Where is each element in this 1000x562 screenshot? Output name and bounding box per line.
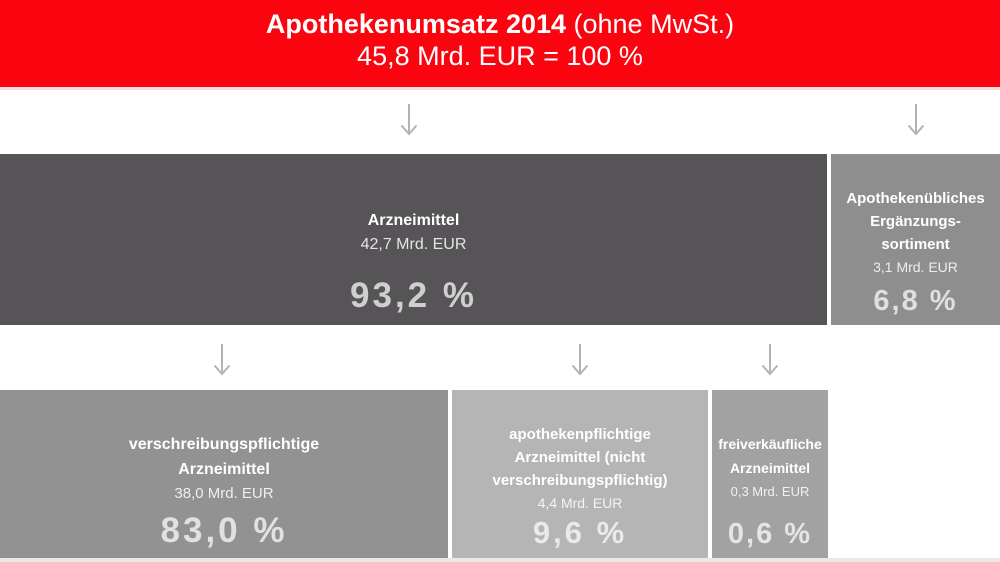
box-label: verschreibungspflichtige Arzneimittel (128, 436, 320, 478)
box-value: 38,0 Mrd. EUR (174, 485, 274, 502)
box-apothekenpflichtige: apothekenpflichtige Arzneimittel (nicht … (452, 390, 708, 558)
box-label: Apothekenübliches Ergänzungs- sortiment (846, 190, 985, 253)
down-arrow-icon (761, 344, 779, 376)
box-value: 4,4 Mrd. EUR (537, 495, 623, 511)
box-percent: 6,8 % (873, 285, 958, 317)
box-value: 3,1 Mrd. EUR (873, 259, 958, 275)
box-percent: 9,6 % (532, 515, 628, 550)
down-arrow-icon (571, 344, 589, 376)
down-arrow-icon (907, 104, 925, 136)
page-subtitle: 45,8 Mrd. EUR = 100 % (357, 41, 643, 71)
box-label: Arzneimittel (367, 212, 460, 229)
bottom-divider (0, 558, 1000, 562)
page-title: Apothekenumsatz 2014 (ohne MwSt.) (0, 0, 1000, 40)
page-title-bold: Apothekenumsatz 2014 (265, 9, 567, 39)
header-divider (0, 87, 1000, 90)
box-ergaenzungssortiment: Apothekenübliches Ergänzungs- sortiment … (831, 154, 1000, 325)
down-arrow-icon (213, 344, 231, 376)
box-value: 42,7 Mrd. EUR (360, 236, 467, 253)
box-label: freiverkäufliche Arzneimittel (718, 436, 822, 476)
box-arzneimittel: Arzneimittel 42,7 Mrd. EUR 93,2 % (0, 154, 827, 325)
box-verschreibungspflichtige: verschreibungspflichtige Arzneimittel 38… (0, 390, 448, 558)
box-freiverkaeufliche: freiverkäufliche Arzneimittel 0,3 Mrd. E… (712, 390, 828, 558)
box-percent: 93,2 % (350, 276, 477, 315)
box-percent: 83,0 % (160, 511, 288, 550)
header-band: Apothekenumsatz 2014 (ohne MwSt.) 45,8 M… (0, 0, 1000, 87)
page-title-suffix: (ohne MwSt.) (566, 9, 735, 39)
box-percent: 0,6 % (727, 518, 813, 550)
box-value: 0,3 Mrd. EUR (730, 484, 810, 499)
box-label: apothekenpflichtige Arzneimittel (nicht … (492, 426, 668, 489)
down-arrow-icon (400, 104, 418, 136)
